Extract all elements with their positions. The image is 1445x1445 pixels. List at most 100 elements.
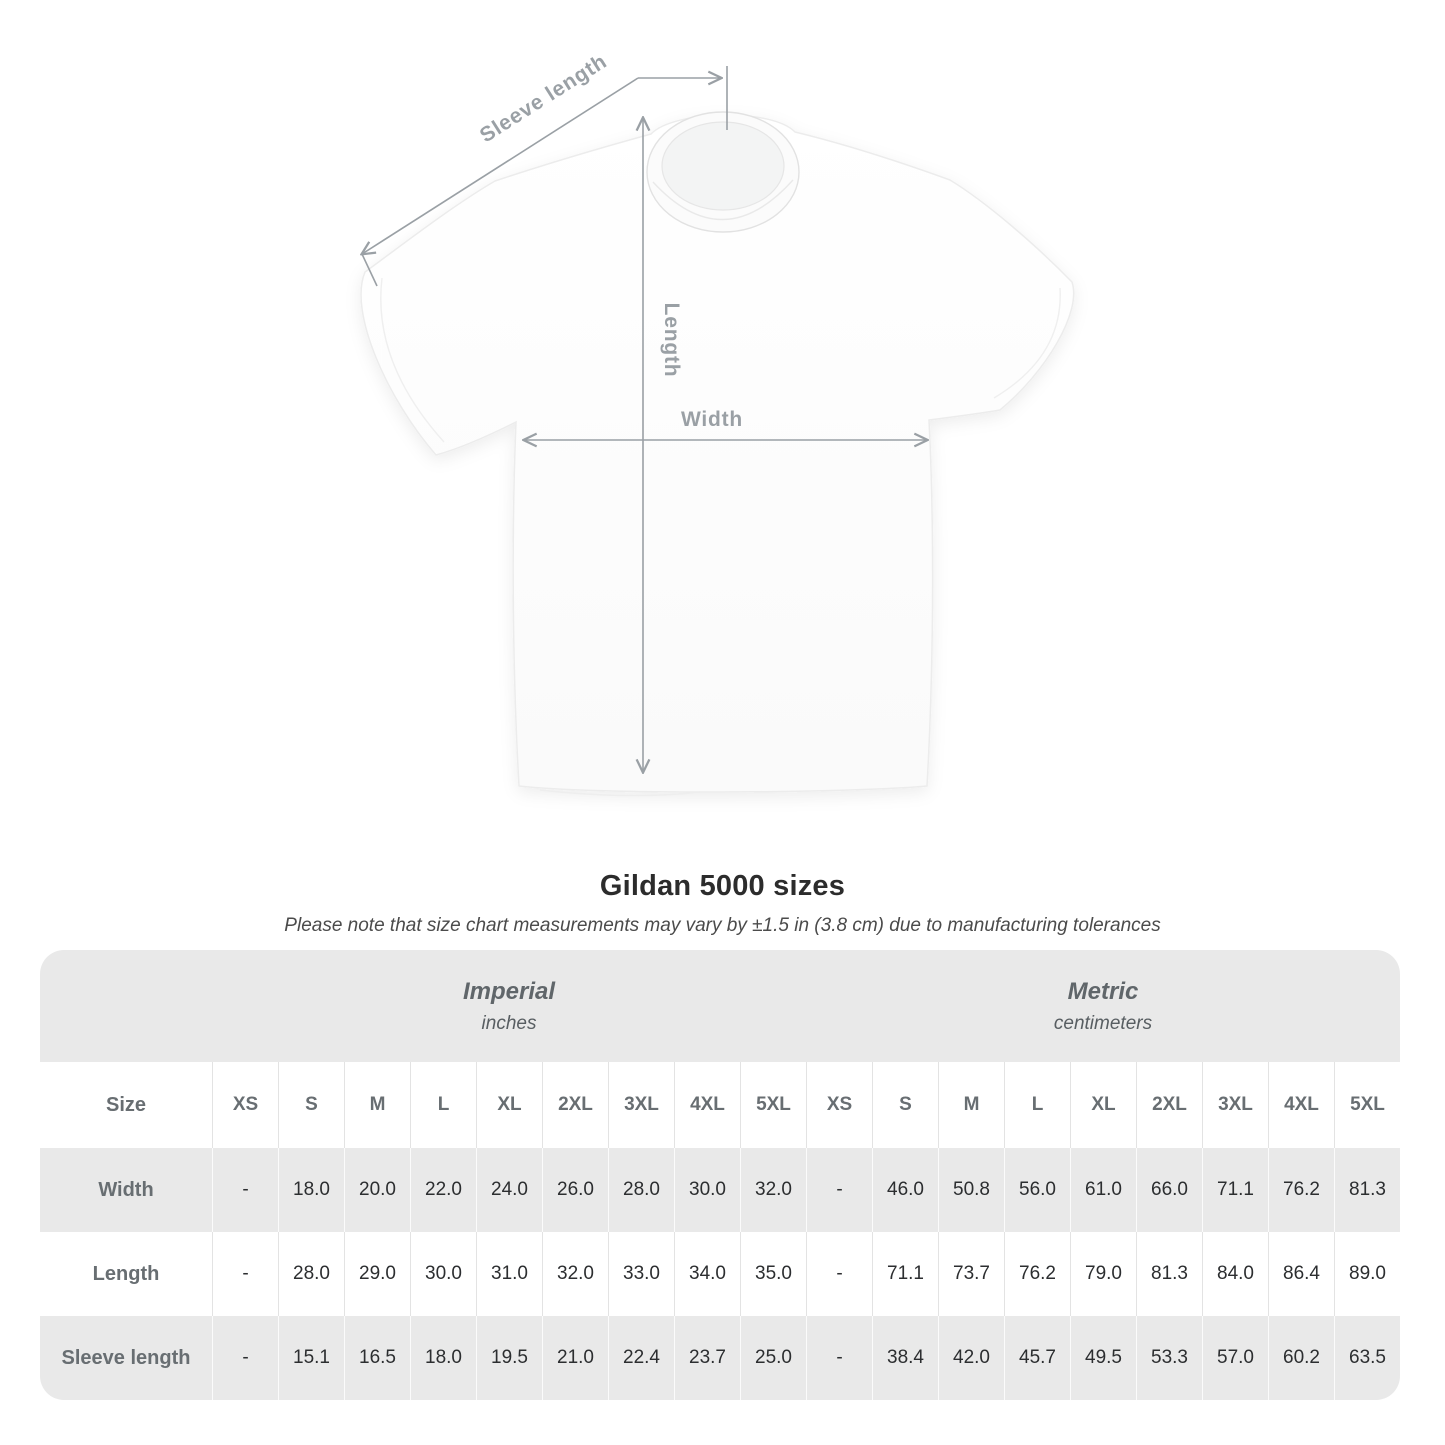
collar-inner xyxy=(661,121,785,211)
size-header-metric-2xl: 2XL xyxy=(1136,1062,1202,1148)
length-label: Length xyxy=(660,303,683,378)
value-imperial-2xl: 21.0 xyxy=(542,1316,608,1400)
value-imperial-xl: 19.5 xyxy=(476,1316,542,1400)
size-header-imperial-4xl: 4XL xyxy=(674,1062,740,1148)
width-label: Width xyxy=(681,408,743,431)
size-column-header: Size xyxy=(40,1062,212,1148)
value-metric-s: 38.4 xyxy=(872,1316,938,1400)
size-header-imperial-xl: XL xyxy=(476,1062,542,1148)
value-metric-4xl: 86.4 xyxy=(1268,1232,1334,1316)
value-imperial-m: 16.5 xyxy=(344,1316,410,1400)
size-header-imperial-2xl: 2XL xyxy=(542,1062,608,1148)
unit-group-label: Metric xyxy=(1067,977,1139,1005)
unit-group-label: Imperial xyxy=(462,977,556,1005)
size-header-metric-4xl: 4XL xyxy=(1268,1062,1334,1148)
value-imperial-3xl: 28.0 xyxy=(608,1148,674,1232)
sleeve-length-label: Sleeve length xyxy=(476,50,611,148)
value-metric-2xl: 66.0 xyxy=(1136,1148,1202,1232)
value-imperial-s: 28.0 xyxy=(278,1232,344,1316)
value-metric-m: 42.0 xyxy=(938,1316,1004,1400)
neck-seam xyxy=(652,179,794,221)
tshirt-diagram: Sleeve length Length Width xyxy=(0,50,1075,797)
row-label: Length xyxy=(40,1232,212,1316)
size-header-metric-5xl: 5XL xyxy=(1334,1062,1400,1148)
value-imperial-xl: 31.0 xyxy=(476,1232,542,1316)
value-metric-3xl: 71.1 xyxy=(1202,1148,1268,1232)
value-metric-xl: 49.5 xyxy=(1070,1316,1136,1400)
page-title: Gildan 5000 sizes xyxy=(599,870,846,903)
unit-group-sublabel: inches xyxy=(481,1012,537,1034)
value-imperial-4xl: 23.7 xyxy=(674,1316,740,1400)
value-imperial-l: 22.0 xyxy=(410,1148,476,1232)
size-header-metric-m: M xyxy=(938,1062,1004,1148)
value-imperial-3xl: 22.4 xyxy=(608,1316,674,1400)
value-metric-l: 56.0 xyxy=(1004,1148,1070,1232)
unit-group-sublabel: centimeters xyxy=(1053,1012,1153,1034)
value-imperial-3xl: 33.0 xyxy=(608,1232,674,1316)
value-imperial-5xl: 32.0 xyxy=(740,1148,806,1232)
size-header-imperial-xs: XS xyxy=(212,1062,278,1148)
row-label: Width xyxy=(40,1148,212,1232)
size-header-metric-s: S xyxy=(872,1062,938,1148)
size-header-metric-l: L xyxy=(1004,1062,1070,1148)
size-header-metric-3xl: 3XL xyxy=(1202,1062,1268,1148)
sleeve-hem-left xyxy=(380,277,445,443)
value-metric-3xl: 57.0 xyxy=(1202,1316,1268,1400)
value-metric-xs: - xyxy=(806,1316,872,1400)
hem-stitch xyxy=(539,789,701,797)
value-metric-l: 45.7 xyxy=(1004,1316,1070,1400)
value-imperial-2xl: 26.0 xyxy=(542,1148,608,1232)
size-header-metric-xs: XS xyxy=(806,1062,872,1148)
value-metric-5xl: 63.5 xyxy=(1334,1316,1400,1400)
size-header-metric-xl: XL xyxy=(1070,1062,1136,1148)
value-imperial-5xl: 25.0 xyxy=(740,1316,806,1400)
value-imperial-l: 18.0 xyxy=(410,1316,476,1400)
value-metric-l: 76.2 xyxy=(1004,1232,1070,1316)
value-metric-4xl: 60.2 xyxy=(1268,1316,1334,1400)
value-metric-m: 50.8 xyxy=(938,1148,1004,1232)
value-metric-xl: 79.0 xyxy=(1070,1232,1136,1316)
value-imperial-s: 15.1 xyxy=(278,1316,344,1400)
value-metric-s: 71.1 xyxy=(872,1232,938,1316)
value-metric-m: 73.7 xyxy=(938,1232,1004,1316)
value-metric-5xl: 81.3 xyxy=(1334,1148,1400,1232)
sleeve-length-extension xyxy=(361,253,378,287)
size-header-imperial-s: S xyxy=(278,1062,344,1148)
value-imperial-4xl: 34.0 xyxy=(674,1232,740,1316)
value-imperial-xs: - xyxy=(212,1232,278,1316)
size-header-imperial-l: L xyxy=(410,1062,476,1148)
value-metric-2xl: 53.3 xyxy=(1136,1316,1202,1400)
value-imperial-2xl: 32.0 xyxy=(542,1232,608,1316)
row-label: Sleeve length xyxy=(40,1316,212,1400)
value-metric-s: 46.0 xyxy=(872,1148,938,1232)
value-imperial-m: 29.0 xyxy=(344,1232,410,1316)
sleeve-length-dimension-line xyxy=(362,77,639,254)
value-imperial-s: 18.0 xyxy=(278,1148,344,1232)
value-imperial-xs: - xyxy=(212,1316,278,1400)
size-header-imperial-5xl: 5XL xyxy=(740,1062,806,1148)
size-header-imperial-m: M xyxy=(344,1062,410,1148)
size-header-imperial-3xl: 3XL xyxy=(608,1062,674,1148)
size-table: Imperial inches Metric centimeters Size XS S M L… xyxy=(40,950,1400,1400)
value-metric-xs: - xyxy=(806,1232,872,1316)
value-imperial-5xl: 35.0 xyxy=(740,1232,806,1316)
unit-group-metric: Metric centimeters xyxy=(806,950,1400,1062)
value-imperial-m: 20.0 xyxy=(344,1148,410,1232)
value-imperial-l: 30.0 xyxy=(410,1232,476,1316)
value-imperial-xs: - xyxy=(212,1148,278,1232)
tshirt-illustration: Sleeve length Length Width xyxy=(0,50,1075,797)
value-metric-4xl: 76.2 xyxy=(1268,1148,1334,1232)
unit-group-imperial: Imperial inches xyxy=(212,950,806,1062)
value-metric-xs: - xyxy=(806,1148,872,1232)
unit-band-spacer xyxy=(40,950,212,1062)
tolerance-note: Please note that size chart measurements… xyxy=(284,915,1161,936)
value-imperial-xl: 24.0 xyxy=(476,1148,542,1232)
value-metric-3xl: 84.0 xyxy=(1202,1232,1268,1316)
sleeve-hem-right xyxy=(993,287,1061,399)
value-imperial-4xl: 30.0 xyxy=(674,1148,740,1232)
tshirt-body xyxy=(360,114,1075,793)
value-metric-xl: 61.0 xyxy=(1070,1148,1136,1232)
value-metric-2xl: 81.3 xyxy=(1136,1232,1202,1316)
value-metric-5xl: 89.0 xyxy=(1334,1232,1400,1316)
